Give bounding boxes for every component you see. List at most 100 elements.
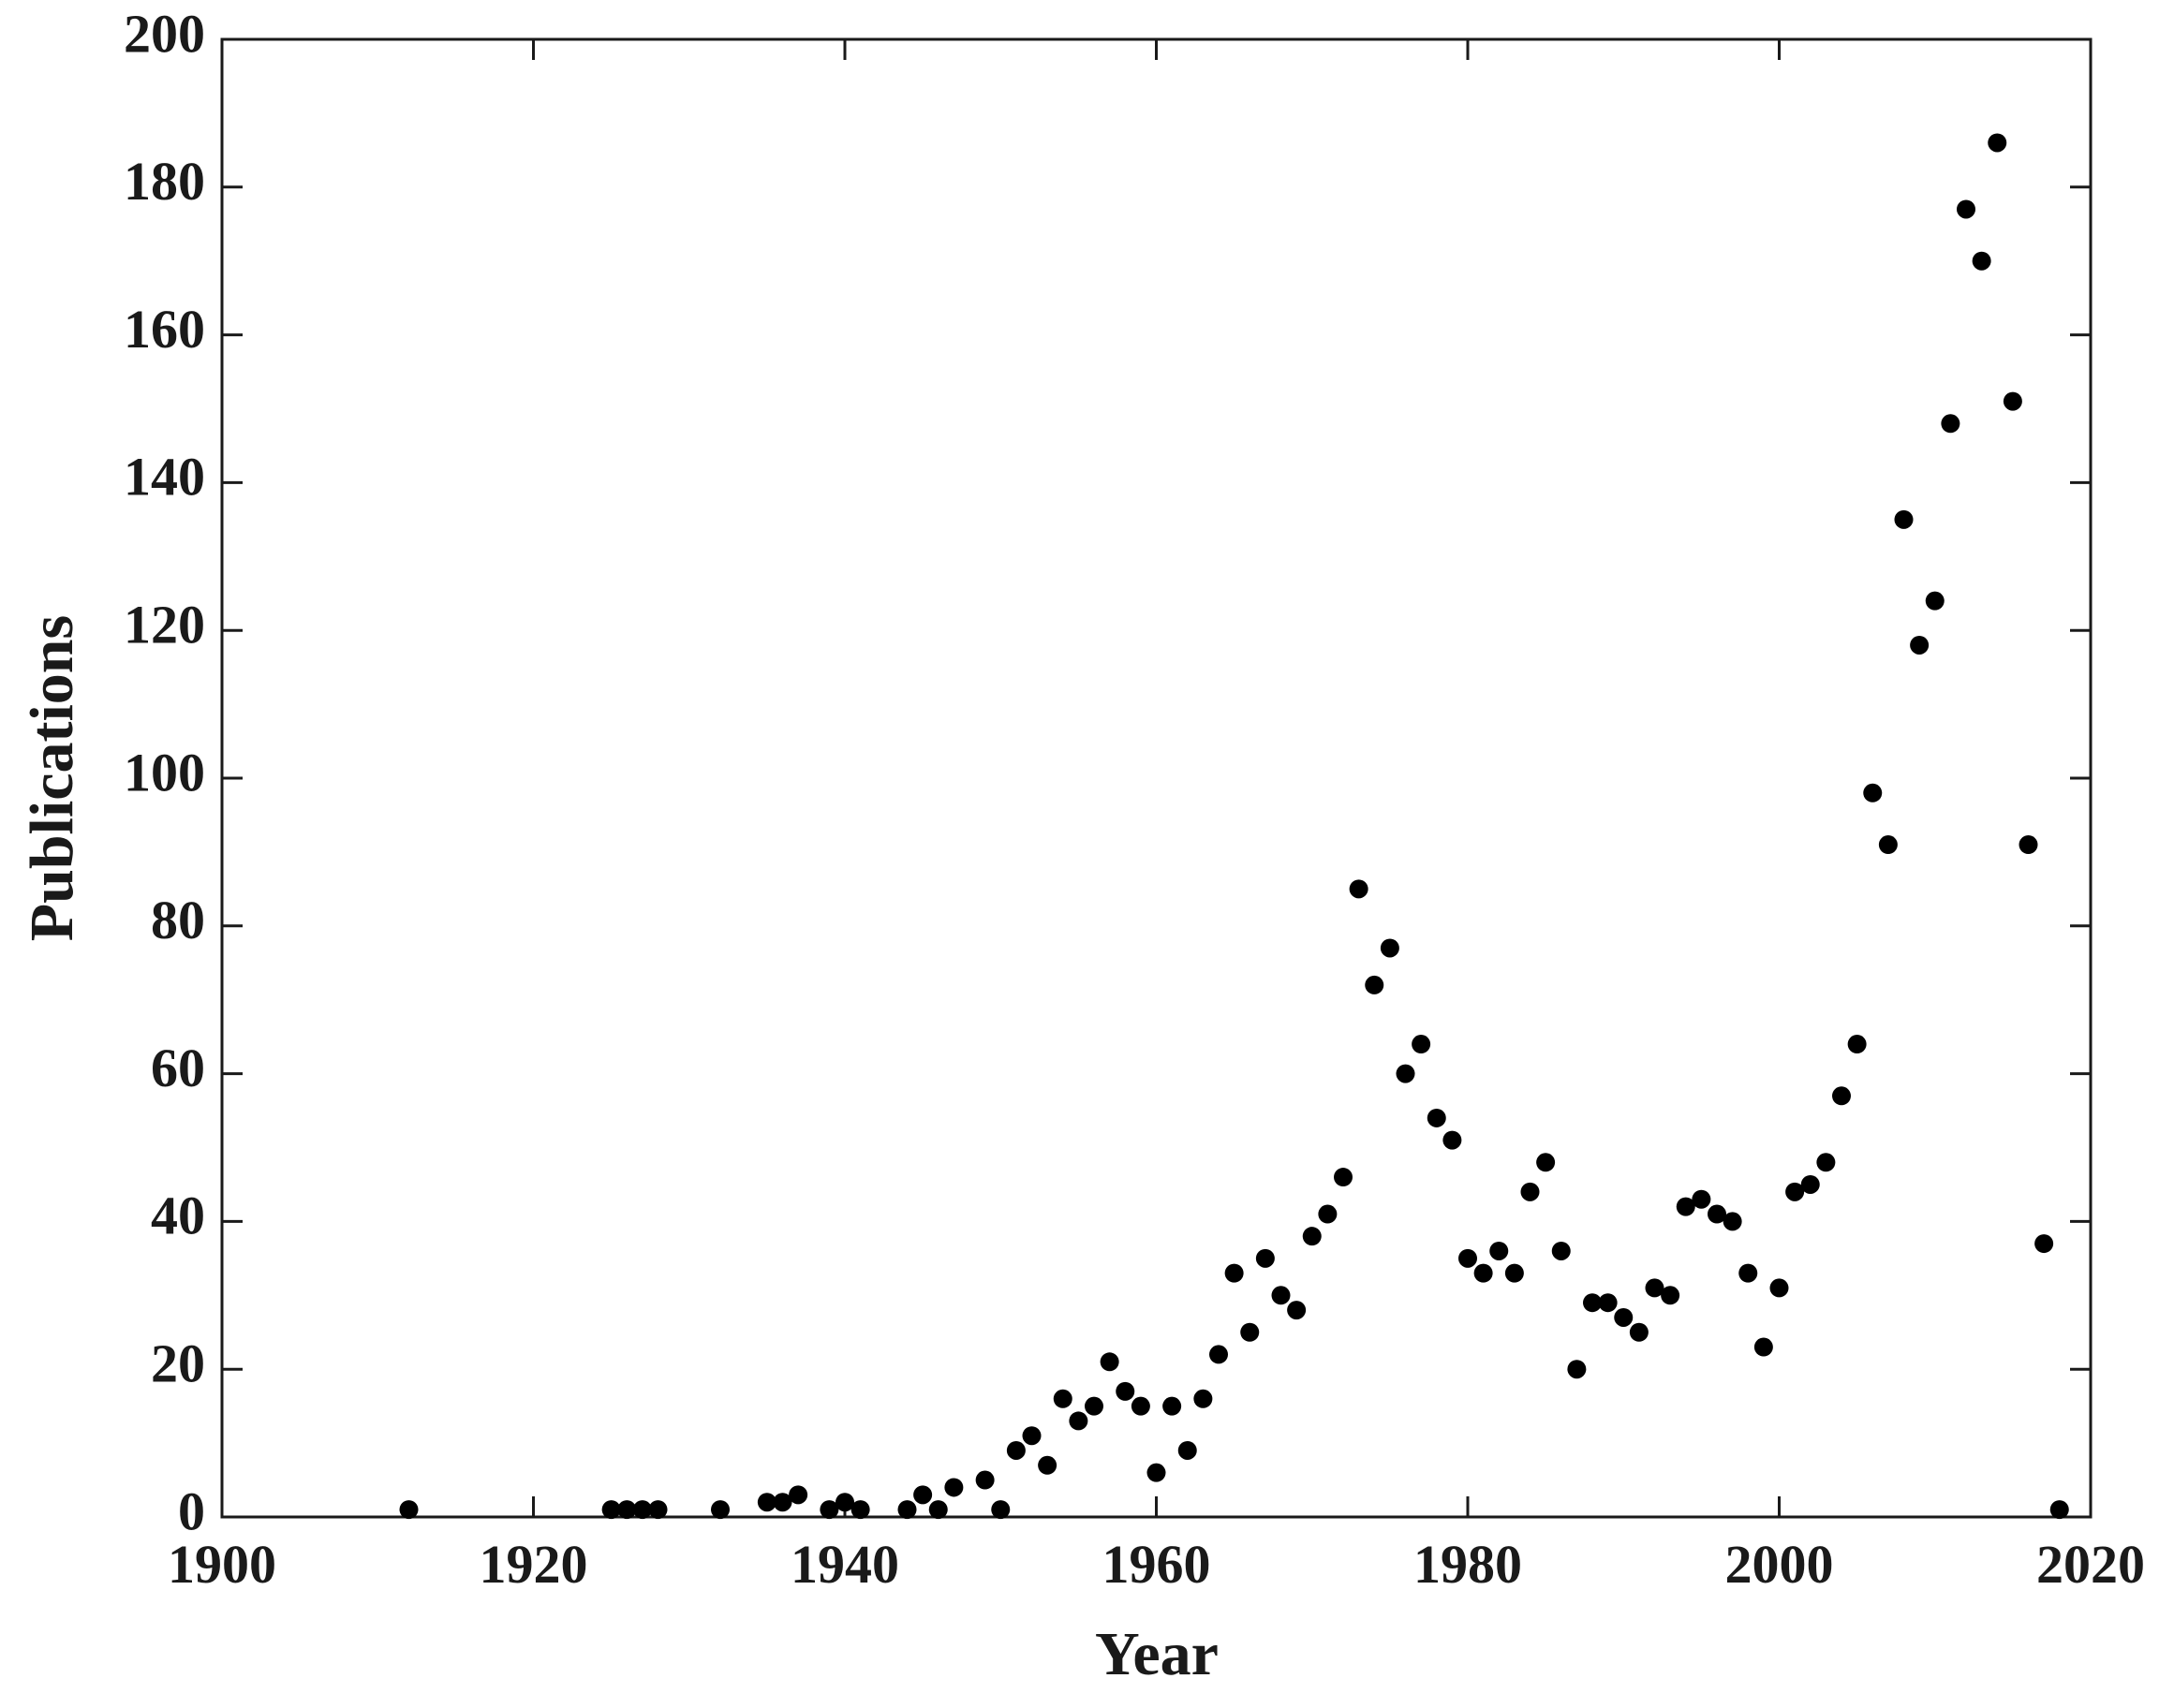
- y-tick-label: 0: [178, 1480, 205, 1541]
- point: [1629, 1322, 1649, 1342]
- point: [1614, 1307, 1634, 1327]
- x-axis-label: Year: [1095, 1620, 1219, 1688]
- point: [1177, 1440, 1197, 1460]
- point: [1255, 1248, 1275, 1268]
- point: [773, 1493, 792, 1512]
- point: [1800, 1174, 1820, 1194]
- point: [1598, 1293, 1618, 1313]
- y-tick-label: 120: [124, 595, 205, 655]
- point: [1162, 1396, 1182, 1416]
- point: [601, 1500, 621, 1520]
- point: [1473, 1263, 1493, 1283]
- y-tick-label: 40: [151, 1185, 205, 1246]
- y-tick-label: 200: [124, 3, 205, 64]
- point: [1318, 1204, 1338, 1224]
- point: [1116, 1381, 1135, 1401]
- point: [897, 1500, 917, 1520]
- point: [1910, 635, 1930, 655]
- point: [1412, 1035, 1431, 1054]
- y-axis-label: Publications: [18, 615, 86, 941]
- point: [757, 1493, 776, 1512]
- point: [1504, 1263, 1524, 1283]
- point: [1022, 1426, 1042, 1446]
- point: [1863, 783, 1883, 802]
- point: [1988, 133, 2007, 153]
- point: [1583, 1293, 1602, 1313]
- y-tick-label: 80: [151, 890, 205, 950]
- point: [1972, 251, 1991, 271]
- point: [1489, 1241, 1509, 1260]
- point: [1100, 1352, 1119, 1372]
- point: [1738, 1263, 1758, 1283]
- x-tick-label: 2020: [2036, 1534, 2145, 1595]
- x-tick-label: 1940: [791, 1534, 899, 1595]
- point: [1957, 199, 1975, 219]
- point: [991, 1500, 1011, 1520]
- point: [1053, 1389, 1072, 1408]
- y-tick-label: 20: [151, 1333, 205, 1394]
- point: [944, 1478, 964, 1497]
- point: [1925, 591, 1945, 611]
- point: [1131, 1396, 1150, 1416]
- point: [617, 1500, 637, 1520]
- point: [1832, 1086, 1851, 1106]
- point: [1692, 1189, 1711, 1209]
- point: [820, 1500, 839, 1520]
- point: [836, 1493, 854, 1512]
- y-tick-label: 160: [124, 299, 205, 360]
- point: [1769, 1278, 1789, 1298]
- point: [1006, 1440, 1026, 1460]
- point: [648, 1500, 668, 1520]
- point: [399, 1500, 419, 1520]
- x-tick-label: 2000: [1725, 1534, 1834, 1595]
- point: [1287, 1301, 1307, 1320]
- point: [1146, 1463, 1166, 1482]
- point: [1847, 1035, 1867, 1054]
- plot-frame: [220, 37, 2093, 1519]
- point: [1365, 975, 1384, 994]
- point: [1224, 1263, 1244, 1283]
- point: [1894, 509, 1914, 529]
- point: [1240, 1322, 1260, 1342]
- point: [850, 1500, 870, 1520]
- point: [1069, 1411, 1088, 1431]
- point: [1442, 1130, 1462, 1150]
- point: [1271, 1286, 1291, 1305]
- point: [789, 1485, 808, 1505]
- y-tick-label: 140: [124, 447, 205, 508]
- x-tick-label: 1980: [1413, 1534, 1522, 1595]
- point: [1349, 879, 1368, 899]
- point: [1209, 1345, 1228, 1364]
- point: [2019, 835, 2038, 855]
- x-tick-label: 1960: [1102, 1534, 1211, 1595]
- point: [1941, 414, 1960, 434]
- point: [1645, 1278, 1664, 1298]
- point: [1085, 1396, 1103, 1416]
- point: [711, 1500, 730, 1520]
- point: [1038, 1455, 1057, 1475]
- y-tick-label: 60: [151, 1038, 205, 1098]
- point: [1551, 1241, 1571, 1260]
- point: [1753, 1337, 1773, 1357]
- point: [2049, 1500, 2069, 1520]
- point: [1723, 1212, 1742, 1231]
- point: [1396, 1064, 1415, 1083]
- point: [1676, 1197, 1695, 1216]
- point: [1708, 1204, 1726, 1224]
- y-tick-label: 180: [124, 151, 205, 212]
- point: [1193, 1389, 1213, 1408]
- point: [1458, 1248, 1477, 1268]
- point: [1427, 1108, 1446, 1127]
- point: [1661, 1286, 1680, 1305]
- point: [975, 1470, 995, 1490]
- point: [2034, 1234, 2054, 1254]
- point: [2003, 391, 2022, 411]
- point: [1785, 1182, 1805, 1201]
- y-tick-label: 100: [124, 742, 205, 802]
- x-tick-label: 1900: [168, 1534, 276, 1595]
- point: [1567, 1360, 1587, 1379]
- point: [913, 1485, 933, 1505]
- point: [1334, 1168, 1353, 1187]
